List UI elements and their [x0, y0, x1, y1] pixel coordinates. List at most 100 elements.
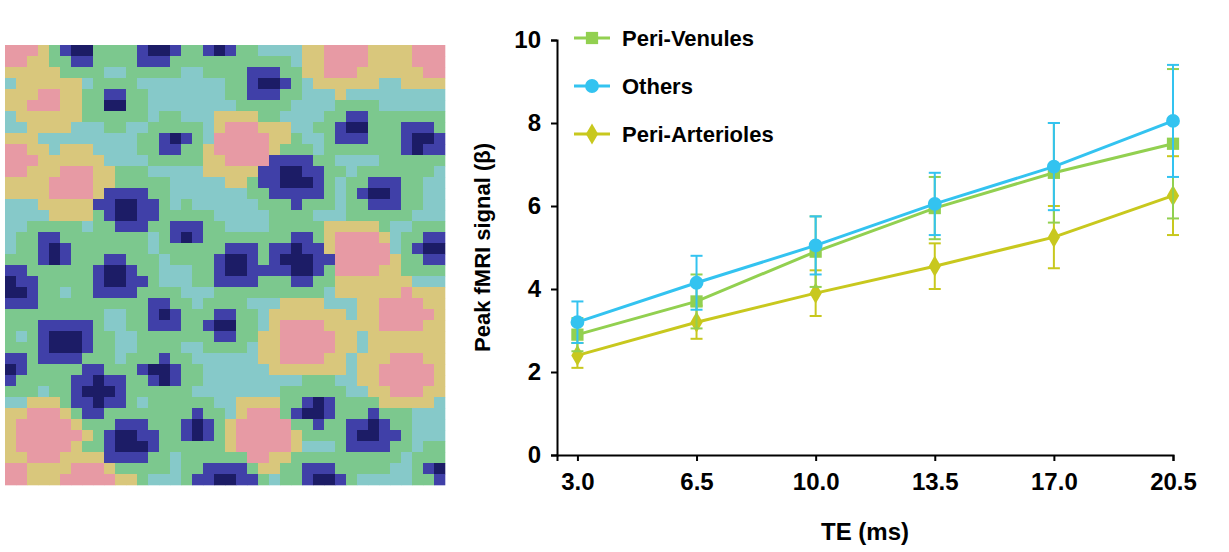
voxel — [49, 89, 60, 100]
voxel — [148, 342, 159, 353]
voxel — [368, 430, 379, 441]
voxel — [214, 298, 225, 309]
y-tick-label: 2 — [528, 358, 541, 385]
voxel — [225, 78, 236, 89]
voxel — [214, 265, 225, 276]
voxel — [368, 287, 379, 298]
voxel — [313, 254, 324, 265]
voxel — [280, 463, 291, 474]
voxel — [27, 386, 38, 397]
voxel — [412, 67, 423, 78]
voxel — [192, 166, 203, 177]
voxel — [368, 166, 379, 177]
voxel — [423, 144, 434, 155]
voxel — [159, 177, 170, 188]
voxel — [280, 331, 291, 342]
voxel — [258, 144, 269, 155]
voxel — [137, 210, 148, 221]
voxel — [93, 100, 104, 111]
legend-item: Peri-Venules — [574, 26, 754, 51]
voxel — [258, 441, 269, 452]
voxel — [434, 155, 445, 166]
voxel — [236, 287, 247, 298]
voxel — [412, 265, 423, 276]
voxel — [423, 375, 434, 386]
voxel — [104, 89, 115, 100]
voxel — [225, 188, 236, 199]
voxel — [49, 309, 60, 320]
voxel — [126, 155, 137, 166]
voxel — [423, 177, 434, 188]
voxel — [225, 397, 236, 408]
voxel — [60, 243, 71, 254]
voxel — [104, 210, 115, 221]
voxel — [71, 342, 82, 353]
voxel — [335, 397, 346, 408]
error-cap — [571, 342, 583, 344]
voxel — [291, 342, 302, 353]
voxel — [38, 89, 49, 100]
voxel — [71, 375, 82, 386]
voxel — [401, 364, 412, 375]
voxel — [313, 210, 324, 221]
voxel — [159, 199, 170, 210]
voxel — [126, 78, 137, 89]
voxel — [181, 221, 192, 232]
voxel — [49, 419, 60, 430]
voxel — [214, 331, 225, 342]
voxel — [60, 309, 71, 320]
voxel — [346, 331, 357, 342]
voxel — [423, 265, 434, 276]
voxel — [181, 155, 192, 166]
voxel — [49, 166, 60, 177]
voxel — [60, 210, 71, 221]
voxel — [390, 100, 401, 111]
voxel — [60, 100, 71, 111]
voxel — [269, 331, 280, 342]
voxel — [104, 265, 115, 276]
voxel — [93, 243, 104, 254]
voxel — [49, 221, 60, 232]
voxel — [27, 45, 38, 56]
voxel — [192, 100, 203, 111]
voxel — [324, 298, 335, 309]
voxel — [170, 463, 181, 474]
voxel — [126, 67, 137, 78]
voxel — [346, 408, 357, 419]
voxel — [192, 397, 203, 408]
voxel — [434, 298, 445, 309]
voxel — [126, 298, 137, 309]
marker — [690, 276, 704, 290]
voxel — [126, 254, 137, 265]
voxel — [280, 155, 291, 166]
voxel — [5, 441, 16, 452]
voxel — [71, 364, 82, 375]
voxel — [423, 243, 434, 254]
voxel — [390, 408, 401, 419]
voxel — [379, 100, 390, 111]
voxel — [49, 441, 60, 452]
voxel — [137, 452, 148, 463]
voxel — [379, 386, 390, 397]
voxel — [346, 342, 357, 353]
voxel — [104, 287, 115, 298]
voxel — [225, 111, 236, 122]
x-tick-label: 13.5 — [912, 468, 959, 495]
voxel — [401, 463, 412, 474]
voxel — [379, 111, 390, 122]
voxel — [5, 45, 16, 56]
voxel — [38, 375, 49, 386]
voxel — [170, 342, 181, 353]
voxel — [16, 210, 27, 221]
voxel — [137, 111, 148, 122]
voxel — [115, 232, 126, 243]
voxel — [49, 45, 60, 56]
voxel — [71, 177, 82, 188]
voxel — [423, 397, 434, 408]
voxel — [247, 56, 258, 67]
voxel — [291, 474, 302, 485]
voxel — [16, 430, 27, 441]
voxel — [324, 177, 335, 188]
voxel — [258, 331, 269, 342]
voxel — [313, 122, 324, 133]
